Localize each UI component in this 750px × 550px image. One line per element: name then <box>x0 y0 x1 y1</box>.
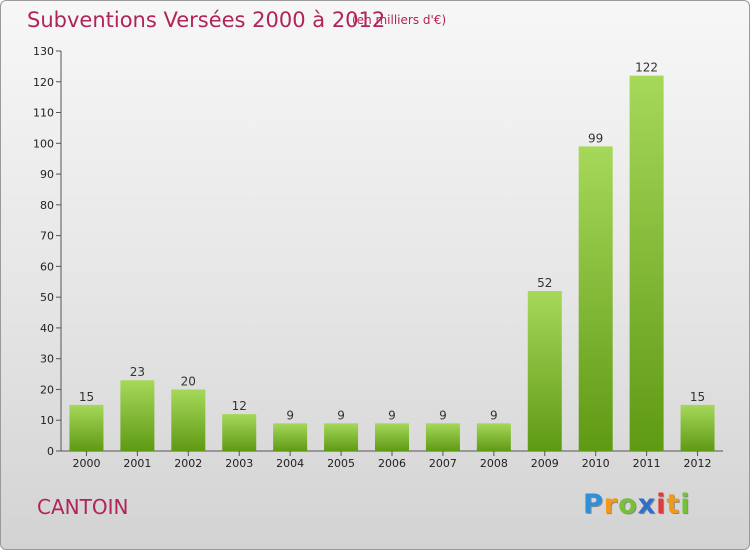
x-tick-label: 2002 <box>174 457 202 470</box>
x-tick-label: 2011 <box>633 457 661 470</box>
y-tick-label: 0 <box>47 445 54 458</box>
x-tick-label: 2000 <box>72 457 100 470</box>
bar-2012 <box>680 404 715 451</box>
x-tick-label: 2001 <box>123 457 151 470</box>
bar-value-label: 23 <box>130 365 145 379</box>
bar-2003 <box>222 414 257 451</box>
bar-2005 <box>324 423 359 451</box>
bar-value-label: 52 <box>537 276 552 290</box>
y-tick-label: 80 <box>40 199 54 212</box>
bar-2006 <box>375 423 409 451</box>
bar-value-label: 9 <box>337 408 345 422</box>
y-tick-label: 30 <box>40 353 54 366</box>
bar-value-label: 122 <box>635 61 658 75</box>
y-tick-label: 20 <box>40 383 54 396</box>
y-tick-label: 10 <box>40 414 54 427</box>
bar-value-label: 20 <box>181 374 196 388</box>
bar-2009 <box>527 291 562 451</box>
y-tick-label: 130 <box>33 45 54 58</box>
bar-2007 <box>425 423 460 451</box>
bar-2000 <box>69 404 104 451</box>
x-tick-label: 2008 <box>480 457 508 470</box>
y-tick-label: 90 <box>40 168 54 181</box>
x-tick-label: 2005 <box>327 457 355 470</box>
x-tick-label: 2010 <box>582 457 610 470</box>
y-tick-label: 40 <box>40 322 54 335</box>
bar-2004 <box>273 423 308 451</box>
bar-2011 <box>629 75 664 451</box>
bar-value-label: 99 <box>588 131 603 145</box>
bar-value-label: 9 <box>439 408 447 422</box>
bar-value-label: 15 <box>690 390 705 404</box>
chart-title: Subventions Versées 2000 à 2012 <box>27 8 386 32</box>
y-tick-label: 120 <box>33 76 54 89</box>
bar-2008 <box>476 423 511 451</box>
x-tick-label: 2004 <box>276 457 304 470</box>
bar-value-label: 9 <box>388 408 396 422</box>
proxiti-logo: Proxiti <box>583 489 691 520</box>
commune-name: CANTOIN <box>37 495 129 519</box>
bar-value-label: 12 <box>232 399 247 413</box>
bar-2001 <box>120 380 155 451</box>
bar-2010 <box>578 146 613 451</box>
y-tick-label: 50 <box>40 291 54 304</box>
bar-2002 <box>171 389 206 451</box>
y-tick-label: 70 <box>40 230 54 243</box>
x-tick-label: 2003 <box>225 457 253 470</box>
chart-unit: (en milliers d'€) <box>352 13 447 27</box>
y-tick-label: 110 <box>33 107 54 120</box>
x-tick-label: 2006 <box>378 457 406 470</box>
x-tick-label: 2007 <box>429 457 457 470</box>
x-tick-label: 2012 <box>684 457 712 470</box>
bar-value-label: 15 <box>79 390 94 404</box>
bar-value-label: 9 <box>286 408 294 422</box>
x-tick-label: 2009 <box>531 457 559 470</box>
y-tick-label: 100 <box>33 137 54 150</box>
y-tick-label: 60 <box>40 260 54 273</box>
bar-value-label: 9 <box>490 408 498 422</box>
